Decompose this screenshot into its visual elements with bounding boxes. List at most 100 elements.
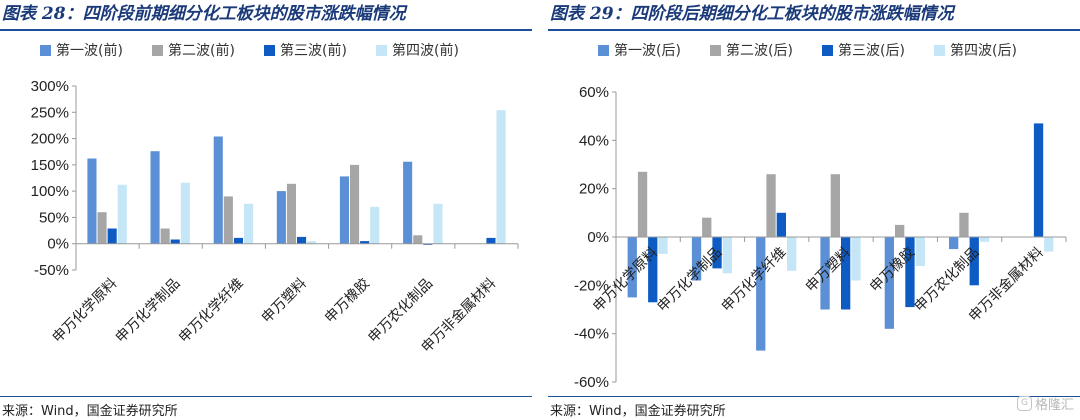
legend-swatch [710,45,721,56]
category-label: 申万农化制品 [365,276,436,347]
bar [433,203,443,244]
bar [691,237,702,281]
bar [830,174,840,237]
bar [766,174,776,237]
bar [787,237,797,271]
bar [297,236,307,244]
y-tick-label: 300% [31,78,69,95]
bar [276,191,286,244]
bar-chart-svg: 第一波(后) 第二波(后) 第三波(后) 第四波(后) -60% -40% -20% 0% 20… [574,42,1067,391]
bar [370,206,380,244]
bar [107,228,117,244]
title-divider [548,29,1080,31]
bar [648,237,658,303]
bar [915,237,925,266]
legend-label: 第一波(前) [56,42,123,59]
bar [97,212,107,244]
y-tick-label: 20% [579,181,609,198]
bar [233,237,243,244]
y-tick-label: -60% [574,374,609,391]
bar [360,241,370,244]
bar [350,164,360,244]
bar [1044,237,1054,252]
bar [117,184,127,244]
bar [905,237,915,308]
legend-label: 第四波(前) [392,42,459,59]
bar [213,136,223,244]
bar [496,110,506,244]
legend-swatch [934,45,945,56]
chart-panel-right: 图表 29：四阶段后期细分化工板块的股市涨跌幅情况 第一波(后) 第二波(后) 第三… [548,0,1080,420]
y-tick-label: 40% [579,132,609,149]
bar [413,235,423,244]
legend-swatch [264,45,275,56]
bar [959,212,969,237]
category-label: 申万化学制品 [655,245,726,316]
legend-label: 第一波(后) [614,42,681,59]
bar [658,237,668,254]
bar [87,158,97,244]
y-tick-label: 250% [31,104,69,121]
bar [949,237,959,250]
chart-title: 图表 28：四阶段前期细分化工板块的股市涨跌幅情况 [2,4,406,24]
bar [969,237,979,286]
bar [702,217,712,237]
bar [180,182,190,244]
bar [486,237,496,244]
watermark-text: 格隆汇 [1034,398,1074,413]
bar [286,183,296,244]
bar [841,237,851,310]
legend-swatch [152,45,163,56]
legend-label: 第三波(后) [838,42,905,59]
category-label: 申万塑料 [259,276,310,327]
bar [820,237,830,310]
bar [170,239,180,244]
y-tick-label: -20% [574,277,609,294]
legend-swatch [822,45,833,56]
bar [884,237,894,329]
chart-title: 图表 29：四阶段后期细分化工板块的股市涨跌幅情况 [550,4,954,24]
bar [776,212,786,237]
y-tick-label: 60% [579,84,609,101]
watermark: G 格隆汇 [1016,394,1074,413]
bar [712,237,722,269]
legend-label: 第二波(后) [726,42,793,59]
y-tick-label: 200% [31,131,69,148]
legend-swatch [598,45,609,56]
chart-panel-left: 图表 28：四阶段前期细分化工板块的股市涨跌幅情况 第一波(前) 第二波(前) 第三… [0,0,532,420]
bar [223,196,233,244]
bar [1033,123,1044,237]
legend-label: 第二波(前) [168,42,235,59]
legend-swatch [376,45,387,56]
source-divider [0,396,532,397]
bar [979,237,990,242]
bar [339,176,349,244]
source-divider [548,396,1080,397]
bar [423,243,433,245]
source-note: 来源：Wind，国金证券研究所 [2,404,178,419]
bar [403,161,413,244]
bar [307,241,317,244]
category-label: 申万化学原料 [50,276,121,347]
legend-label: 第四波(后) [950,42,1017,59]
y-tick-label: 0% [47,236,69,253]
watermark-logo-icon: G [1016,396,1032,411]
bar [160,228,170,244]
bar [150,151,160,244]
y-tick-label: 150% [31,157,69,174]
bar [637,171,648,238]
category-label: 申万橡胶 [321,275,373,327]
y-tick-label: 50% [39,209,69,226]
legend-label: 第三波(前) [280,42,347,59]
y-tick-label: 100% [31,183,69,200]
bar [627,237,637,298]
category-label: 申万化学制品 [113,276,184,347]
source-note: 来源：Wind，国金证券研究所 [550,404,726,419]
y-tick-label: -40% [574,326,609,343]
bar-chart-svg: 第一波(前) 第二波(前) 第三波(前) 第四波(前) -50% 0% 50% 100% 150… [31,42,519,356]
category-label: 申万化学纤维 [176,276,247,347]
legend-swatch [40,45,51,56]
bar [756,237,766,351]
bar [851,237,861,281]
y-tick-label: 0% [587,229,609,246]
